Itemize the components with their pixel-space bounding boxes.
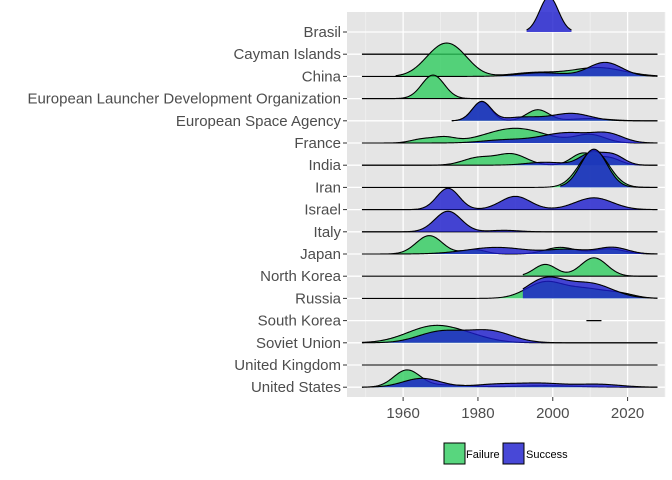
x-tick-label-2000: 2000	[536, 405, 569, 422]
y-tick-label-soviet-union: Soviet Union	[256, 335, 341, 352]
legend: Failure Success	[443, 442, 568, 465]
y-tick-label-italy: Italy	[313, 224, 341, 241]
ridge-area-success-soviet-union	[361, 329, 658, 343]
ridge-outline-success-iran	[560, 148, 658, 188]
ridge-outline-success-china	[361, 61, 658, 77]
ridge-outline-success-italy	[361, 210, 658, 233]
legend-swatch-failure	[443, 442, 466, 465]
ridge-group-italy	[361, 210, 658, 233]
ridge-area-failure-north-korea	[522, 257, 658, 277]
ridge-outline-success-japan	[361, 246, 658, 255]
y-tick-label-iran: Iran	[315, 179, 341, 196]
y-axis: Brasil Cayman Islands China European Launch…	[27, 24, 347, 396]
ridges	[361, 0, 658, 388]
ridge-area-success-russia	[522, 276, 658, 299]
y-tick-label-china: China	[302, 68, 342, 85]
x-axis: 1960 1980 2000 2020	[386, 397, 644, 422]
legend-label-failure: Failure	[466, 449, 500, 461]
ridge-area-success-china	[361, 62, 658, 77]
y-tick-label-cayman-islands: Cayman Islands	[233, 46, 341, 63]
ridge-area-success-france	[361, 132, 658, 143]
ridge-group-soviet-union	[361, 324, 658, 344]
y-tick-label-japan: Japan	[300, 246, 341, 263]
ridge-group-china	[361, 42, 658, 77]
ridge-area-success-brasil	[526, 0, 572, 32]
y-tick-label-united-kingdom: United Kingdom	[234, 357, 341, 374]
y-tick-label-india: India	[308, 157, 341, 174]
ridge-group-france	[361, 127, 658, 144]
y-tick-label-brasil: Brasil	[303, 24, 341, 41]
legend-swatch-success	[502, 442, 525, 465]
ridge-group-brasil	[526, 0, 572, 32]
y-tick-label-european-launcher-development-organization: European Launcher Development Organizati…	[27, 91, 341, 108]
ridge-group-israel	[361, 187, 658, 211]
y-tick-label-israel: Israel	[304, 202, 341, 219]
y-tick-label-european-space-agency: European Space Agency	[176, 113, 342, 130]
ridge-group-european-space-agency	[451, 100, 658, 122]
ridge-outline-success-india	[361, 151, 658, 166]
y-tick-label-russia: Russia	[295, 290, 342, 307]
ridge-group-iran	[361, 148, 658, 188]
ridge-outline-success-brasil	[526, 0, 572, 31]
ridge-group-russia	[361, 276, 658, 299]
ridge-group-united-states	[361, 369, 658, 388]
x-tick-label-1980: 1980	[461, 405, 494, 422]
ridge-outline-success-european-space-agency	[451, 100, 658, 122]
ridge-outline-success-france	[361, 131, 658, 144]
y-tick-label-united-states: United States	[251, 379, 341, 396]
ridge-outline-success-soviet-union	[361, 329, 658, 344]
y-tick-label-north-korea: North Korea	[260, 268, 342, 285]
ridge-outline-success-united-states	[361, 377, 658, 388]
x-tick-label-2020: 2020	[611, 405, 644, 422]
ridge-area-success-italy	[361, 211, 658, 232]
ridge-area-success-israel	[361, 188, 658, 210]
ridge-group-japan	[361, 235, 658, 255]
y-tick-label-france: France	[294, 135, 341, 152]
ridge-group-north-korea	[361, 257, 658, 277]
ridge-area-failure-japan	[361, 235, 658, 254]
ridge-outline-failure-iran	[361, 150, 658, 188]
legend-label-success: Success	[526, 449, 568, 461]
y-tick-label-south-korea: South Korea	[258, 313, 342, 330]
ridge-area-success-japan	[361, 247, 658, 254]
ridge-group-european-launcher-development-organization	[361, 74, 658, 100]
ridge-outline-success-israel	[361, 187, 658, 211]
ridge-area-failure-european-launcher-development-organization	[361, 75, 658, 99]
ridge-outline-success-russia	[522, 276, 658, 299]
x-tick-label-1960: 1960	[386, 405, 419, 422]
